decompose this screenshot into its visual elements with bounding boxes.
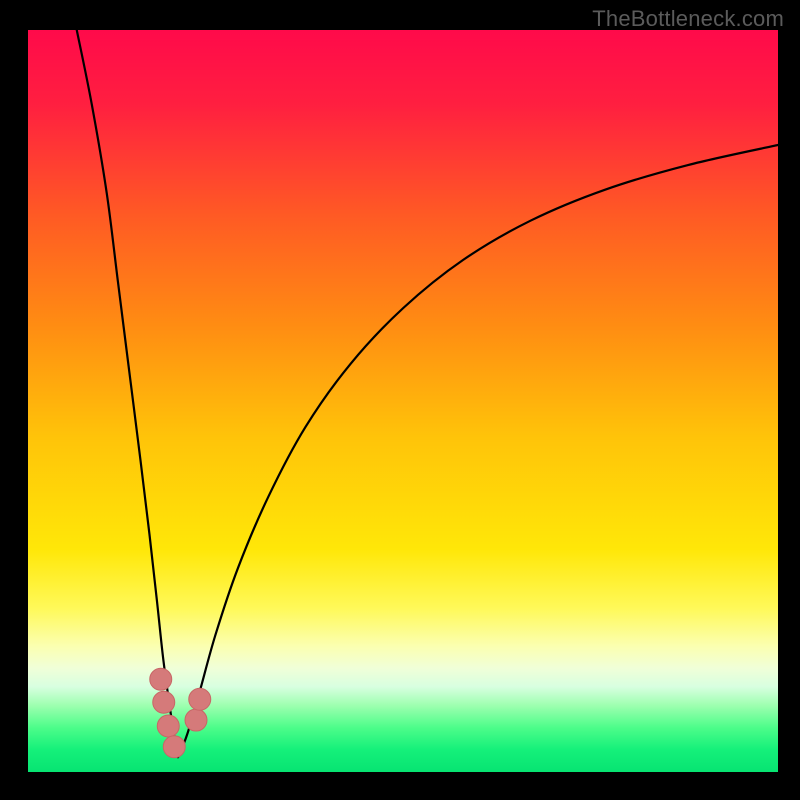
watermark-text: TheBottleneck.com [592,6,784,32]
data-marker [150,668,172,690]
data-marker [189,688,211,710]
chart-frame: TheBottleneck.com [0,0,800,800]
bottleneck-chart [0,0,800,800]
data-marker [185,709,207,731]
chart-background [28,30,778,772]
data-marker [163,736,185,758]
data-marker [157,715,179,737]
data-marker [153,691,175,713]
